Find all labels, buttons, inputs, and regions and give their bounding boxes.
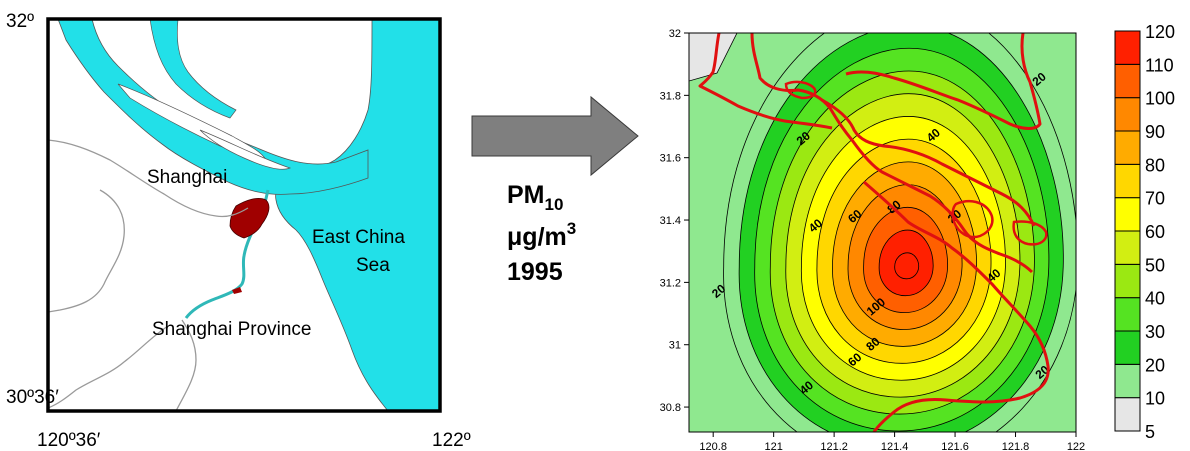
contour-band-low — [689, 33, 738, 82]
y-tick-label: 31.4 — [660, 215, 681, 227]
yangtze-river — [57, 19, 369, 195]
map-frame — [46, 17, 442, 413]
lat-bottom-label: 30º36′ — [6, 387, 59, 408]
unit-label: μg/m3 — [507, 219, 576, 251]
colorbar-label: 80 — [1145, 155, 1165, 175]
x-tick-label: 121.4 — [881, 441, 909, 451]
x-tick-label: 121 — [764, 441, 782, 451]
colorbar-swatch — [1114, 397, 1141, 432]
colorbar-label: 60 — [1145, 222, 1165, 242]
colorbar-swatch — [1114, 330, 1141, 365]
y-tick-label: 31.2 — [660, 277, 681, 289]
island — [199, 129, 292, 170]
colorbar-label: 90 — [1145, 122, 1165, 142]
colorbar-swatch — [1114, 197, 1141, 232]
colorbar-label: 100 — [1145, 89, 1175, 109]
coastline-inner — [750, 33, 1034, 274]
urban-patch — [232, 287, 242, 294]
contour-band-120 — [894, 252, 920, 280]
province-boundary — [48, 325, 169, 409]
province-boundary — [48, 189, 125, 313]
y-tick-label: 32 — [669, 28, 681, 40]
colorbar-label: 120 — [1145, 22, 1175, 42]
lat-top-label: 32º — [6, 11, 34, 32]
y-tick-label: 31 — [669, 340, 681, 352]
coastline-north — [698, 33, 833, 130]
sea-area — [275, 19, 440, 411]
province-boundary — [48, 139, 249, 218]
colorbar-label: 10 — [1145, 389, 1165, 409]
coastline-mid — [821, 98, 1036, 227]
colorbar-swatch — [1114, 263, 1141, 299]
colorbar-swatch — [1114, 63, 1141, 99]
colorbar-swatch — [1114, 130, 1141, 165]
colorbar-swatch — [1114, 297, 1141, 332]
colorbar-label: 30 — [1145, 322, 1165, 342]
sea-label-line1: East China — [312, 227, 405, 248]
colorbar-swatch — [1114, 363, 1141, 399]
colorbar: 5 10 20 30 40 50 60 70 80 90 100 110 120 — [1114, 22, 1175, 442]
x-tick-label: 121.2 — [820, 441, 848, 451]
x-tick-label: 122 — [1067, 441, 1085, 451]
province-label: Shanghai Province — [152, 319, 312, 340]
shanghai-city — [229, 198, 270, 239]
colorbar-label: 50 — [1145, 255, 1165, 275]
colorbar-swatch — [1114, 30, 1141, 65]
island-outline — [1012, 220, 1048, 246]
pm-label: PM10 — [507, 181, 563, 214]
x-tick-label: 121.8 — [1002, 441, 1030, 451]
colorbar-label: 110 — [1145, 55, 1174, 75]
y-tick-label: 30.8 — [660, 402, 681, 414]
chart-axes: 120.8 121 121.2 121.4 121.6 121.8 122 30.8 31 31.… — [660, 28, 1086, 451]
plot-frame — [688, 32, 1077, 433]
colorbar-label: 5 — [1145, 422, 1155, 442]
x-tick-label: 120.8 — [699, 441, 727, 451]
shanghai-label: Shanghai — [147, 167, 227, 188]
region-map: 32º 30º36′ 120º36′ 122º Shanghai East Ch… — [6, 11, 471, 451]
river-channel — [149, 19, 237, 119]
province-boundary — [175, 319, 197, 411]
lon-left-label: 120º36′ — [37, 430, 101, 451]
transition-arrow — [471, 95, 639, 177]
colorbar-label: 70 — [1145, 189, 1165, 209]
colorbar-swatch — [1114, 97, 1141, 132]
y-tick-label: 31.6 — [660, 153, 681, 165]
year-label: 1995 — [507, 258, 563, 286]
lon-right-label: 122º — [432, 430, 471, 451]
x-tick-label: 121.6 — [941, 441, 969, 451]
island-outline — [784, 80, 817, 100]
coastline-east — [845, 33, 1042, 130]
sea-label-line2: Sea — [356, 255, 390, 276]
colorbar-swatch — [1114, 230, 1141, 265]
y-tick-label: 31.8 — [660, 90, 681, 102]
arrow-shape — [471, 95, 639, 177]
colorbar-label: 20 — [1145, 355, 1165, 375]
colorbar-swatch — [1114, 163, 1141, 199]
coastline-overlay — [698, 33, 1050, 432]
colorbar-label: 40 — [1145, 289, 1165, 309]
coastline-south — [863, 180, 1050, 432]
island-outline — [951, 200, 994, 239]
